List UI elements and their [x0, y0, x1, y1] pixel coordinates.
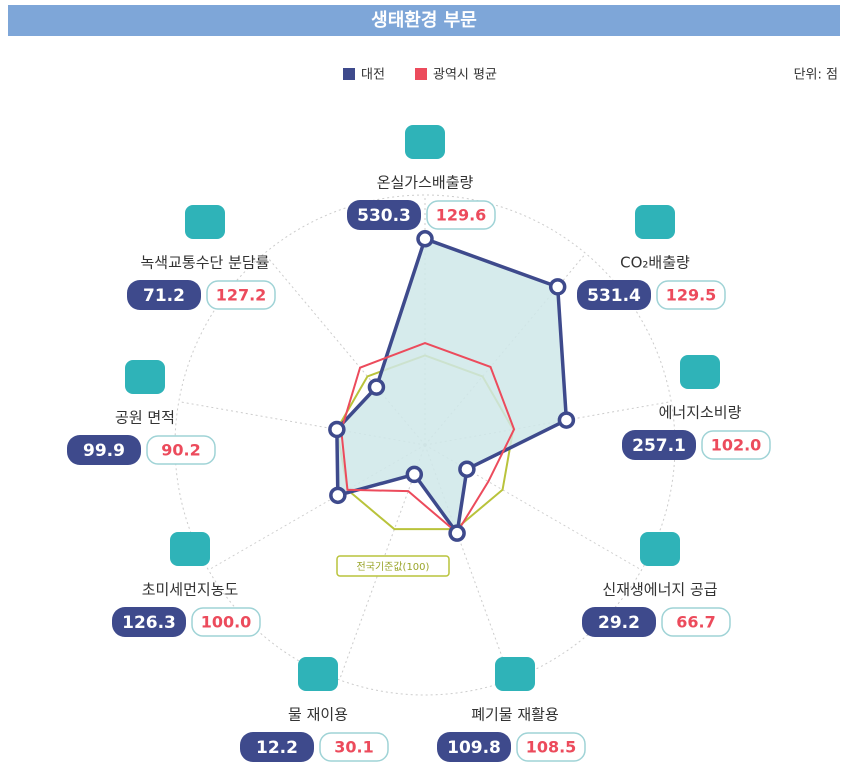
value-label: 127.2 — [216, 286, 267, 305]
point-marker — [405, 465, 424, 484]
point-marker — [416, 230, 434, 248]
value-label: 129.6 — [436, 206, 487, 225]
value-label: 29.2 — [598, 613, 640, 633]
legend-label: 대전 — [361, 68, 385, 83]
value-box — [191, 607, 261, 637]
title-bar — [8, 5, 840, 36]
value-box — [347, 200, 421, 230]
value-box — [622, 430, 696, 460]
value-box — [516, 732, 586, 762]
category-label: 녹색교통수단 분담률 — [141, 254, 270, 272]
value-label: 66.7 — [676, 613, 715, 632]
value-box — [112, 607, 186, 637]
value-box — [240, 732, 314, 762]
value-label: 30.1 — [334, 738, 373, 757]
category-label: CO₂배출량 — [620, 254, 690, 272]
value-box — [127, 280, 201, 310]
category-icon — [495, 657, 535, 691]
category-icon — [635, 205, 675, 239]
category-icon — [405, 125, 445, 159]
unit-label: 단위: 점 — [794, 68, 838, 83]
axis-line — [339, 444, 426, 681]
category-label: 에너지소비량 — [659, 404, 742, 422]
value-box — [582, 607, 656, 637]
value-box — [437, 732, 511, 762]
series-line — [340, 341, 516, 535]
point-marker — [329, 486, 347, 505]
series-area — [335, 237, 569, 535]
category-label: 온실가스배출량 — [377, 174, 474, 192]
point-marker — [328, 420, 346, 439]
point-marker — [367, 378, 386, 396]
value-box — [661, 607, 731, 637]
category-icon — [640, 532, 680, 566]
legend-swatch — [343, 68, 355, 80]
point-marker — [557, 411, 576, 429]
category-icon — [185, 205, 225, 239]
category-label: 물 재이용 — [288, 706, 348, 724]
point-marker — [448, 524, 466, 542]
category-label: 초미세먼지농도 — [142, 581, 239, 599]
legend-swatch — [415, 68, 427, 80]
legend-label: 광역시 평균 — [433, 68, 497, 83]
value-label: 71.2 — [143, 286, 185, 306]
category-icon — [298, 657, 338, 691]
value-box — [701, 430, 771, 460]
value-label: 100.0 — [201, 613, 252, 632]
category-label: 신재생에너지 공급 — [602, 581, 717, 599]
value-box — [656, 280, 726, 310]
value-label: 12.2 — [256, 738, 298, 758]
category-label: 공원 면적 — [115, 409, 175, 427]
category-icon — [170, 532, 210, 566]
value-box — [577, 280, 651, 310]
value-label: 99.9 — [83, 441, 125, 461]
value-label: 102.0 — [711, 436, 762, 455]
reference-label-box — [336, 555, 450, 577]
value-label: 129.5 — [666, 286, 717, 305]
category-label: 폐기물 재활용 — [471, 706, 559, 724]
value-label: 109.8 — [447, 738, 501, 758]
value-box — [146, 435, 216, 465]
value-label: 530.3 — [357, 206, 411, 226]
point-marker — [548, 278, 567, 296]
reference-label: 전국기준값(100) — [357, 561, 430, 573]
chart-title: 생태환경 부문 — [371, 9, 477, 31]
value-label: 108.5 — [526, 738, 577, 757]
category-icon — [680, 355, 720, 389]
value-label: 257.1 — [632, 436, 686, 456]
value-box — [426, 200, 496, 230]
point-marker — [458, 460, 476, 478]
category-icon — [125, 360, 165, 394]
value-label: 531.4 — [587, 286, 641, 306]
value-box — [206, 280, 276, 310]
value-box — [67, 435, 141, 465]
value-label: 126.3 — [122, 613, 176, 633]
value-label: 90.2 — [161, 441, 200, 460]
value-box — [319, 732, 389, 762]
